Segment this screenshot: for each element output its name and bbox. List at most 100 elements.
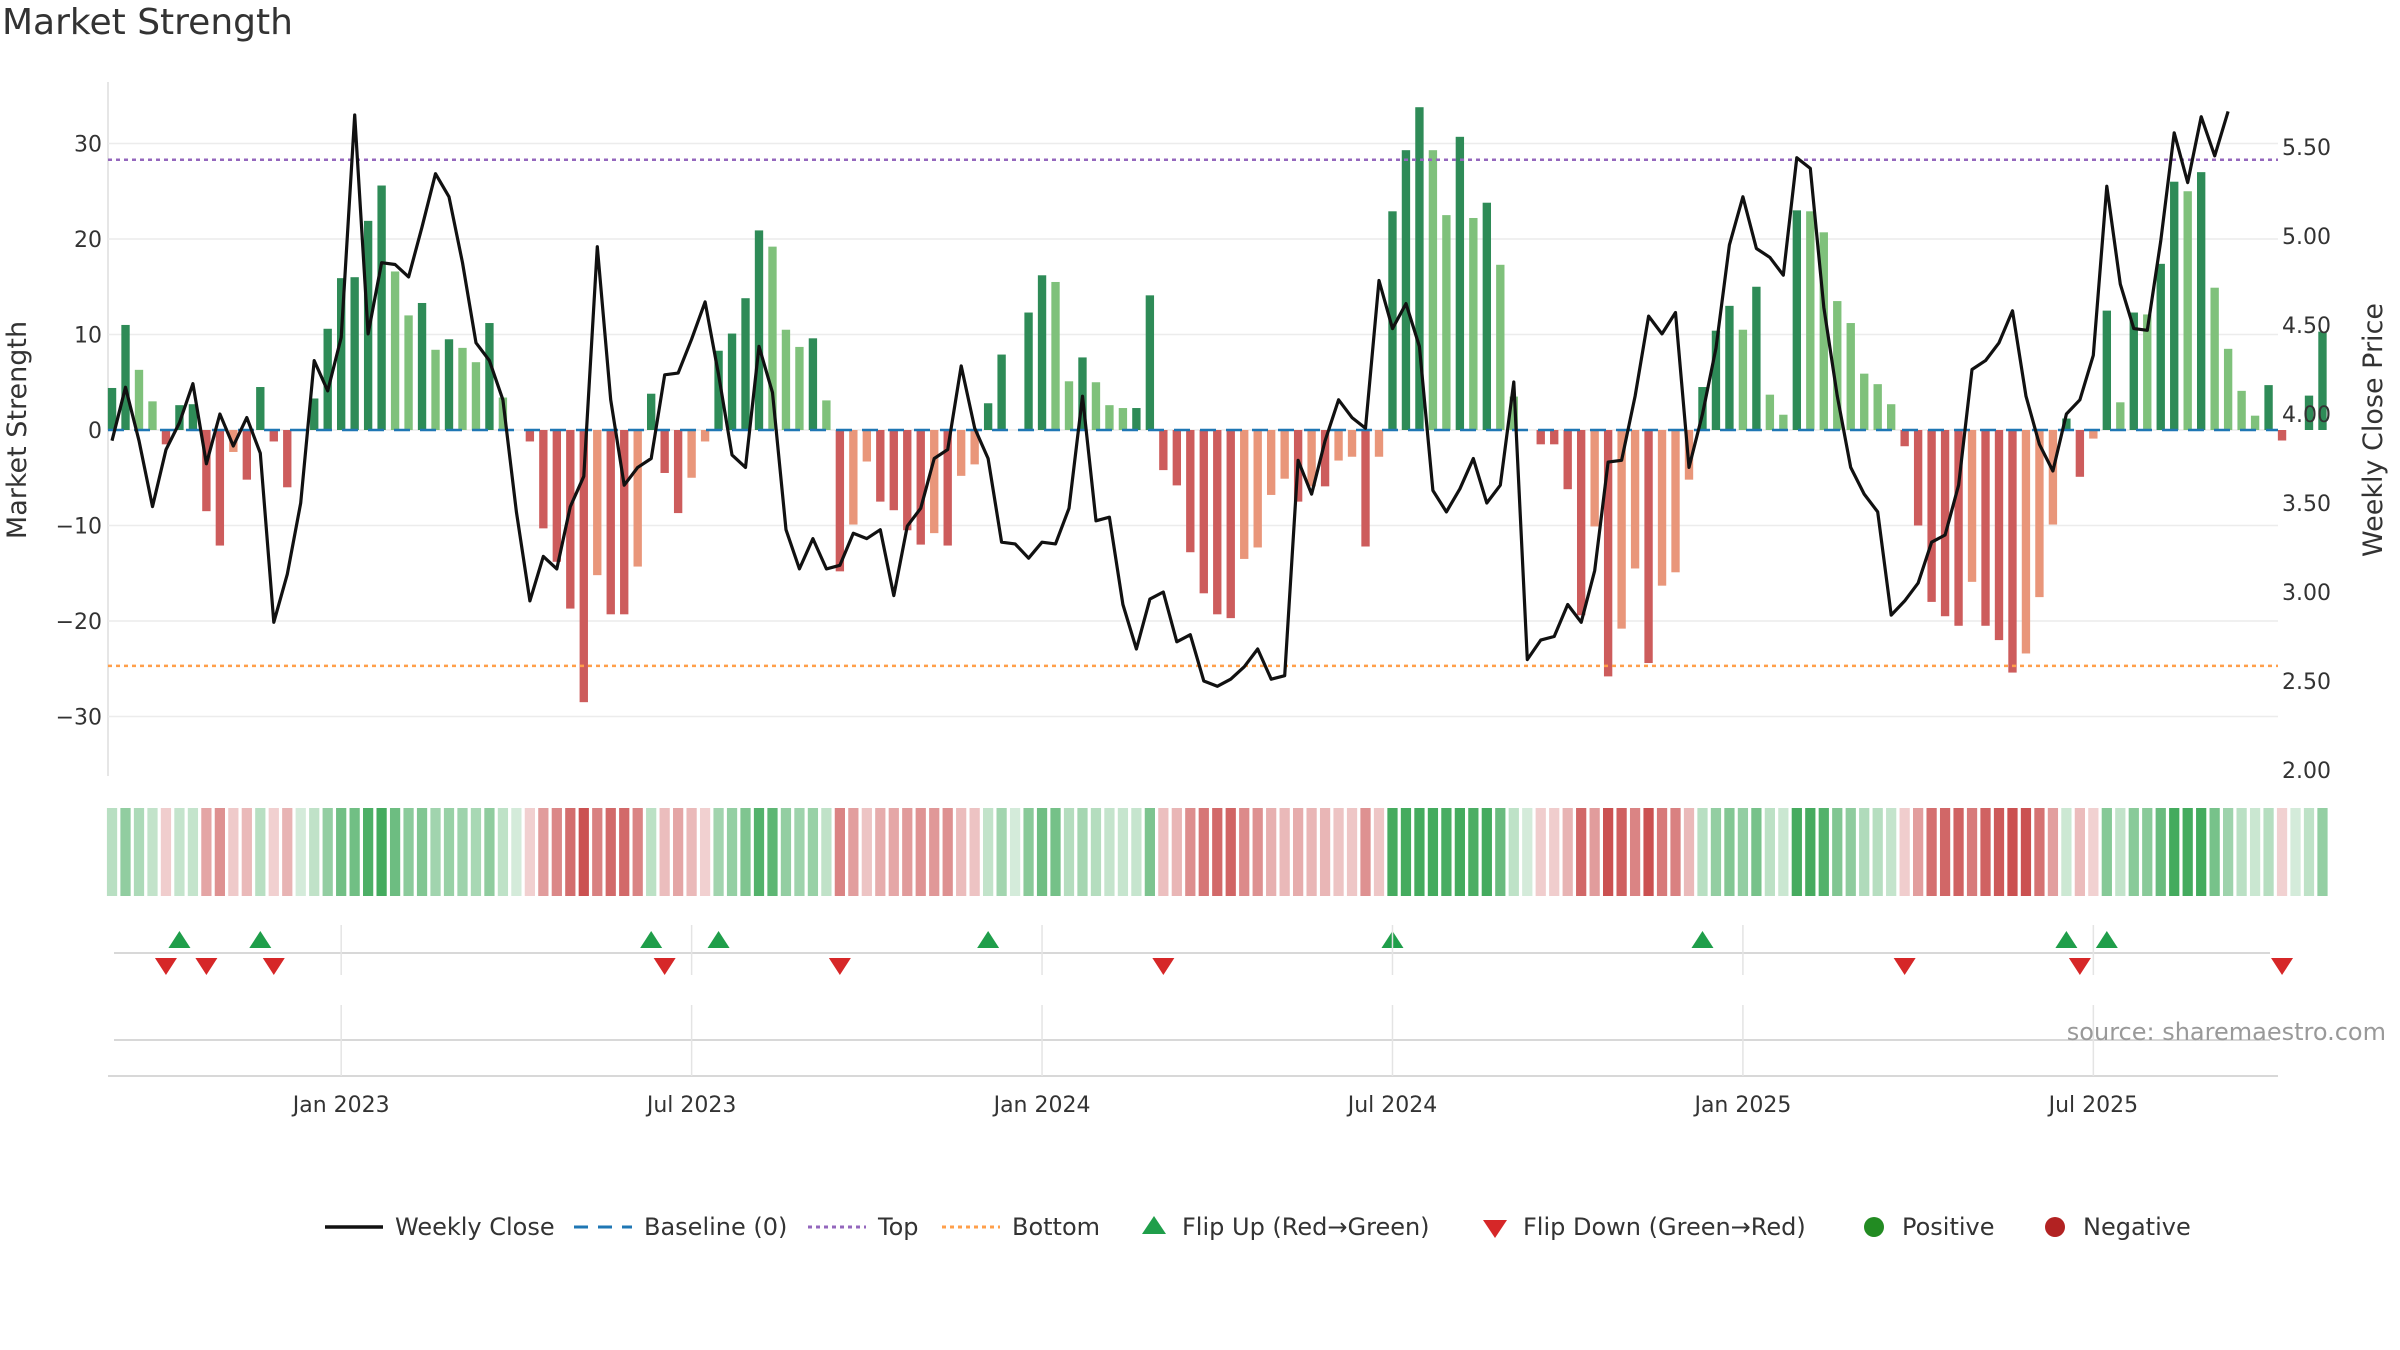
strength-heat-strip <box>106 808 2328 896</box>
legend-flip-up: Flip Up (Red→Green) <box>1142 1213 1430 1241</box>
y-tick-label: 10 <box>74 324 102 349</box>
heat-cell <box>1414 808 1425 896</box>
strength-bar <box>660 430 669 473</box>
strength-bar <box>485 323 494 430</box>
y2-tick-label: 3.00 <box>2282 581 2331 606</box>
heat-cell <box>2061 808 2072 896</box>
flip-down-marker <box>1893 958 1916 975</box>
heat-cell <box>1737 808 1749 896</box>
heat-cell <box>133 808 145 896</box>
heat-cell <box>255 808 266 896</box>
heat-cell <box>1441 808 1452 896</box>
heat-cell <box>106 808 118 896</box>
strength-bar <box>229 430 238 452</box>
heat-cell <box>996 808 1007 896</box>
heat-cell <box>929 808 940 896</box>
strength-bar <box>1226 430 1235 619</box>
strength-bar <box>930 430 939 534</box>
heat-cell <box>1333 808 1344 896</box>
strength-bar <box>1563 430 1572 490</box>
heat-cell <box>1346 808 1358 896</box>
strength-bar <box>1725 305 1734 430</box>
heat-cell <box>1939 808 1951 896</box>
strength-bar <box>1981 430 1990 626</box>
strength-bar <box>1994 430 2004 641</box>
legend-label: Positive <box>1902 1213 1995 1241</box>
heat-cell <box>1656 808 1668 896</box>
heat-cell <box>1751 808 1762 896</box>
heat-cell <box>2209 808 2220 896</box>
flip-down-marker <box>2271 958 2294 975</box>
heat-cell <box>187 808 199 896</box>
legend-label: Negative <box>2083 1213 2191 1241</box>
strength-bar <box>633 430 642 567</box>
heat-cell <box>1778 808 1789 896</box>
flip-up-marker <box>2055 931 2078 948</box>
flip-up-marker <box>640 931 663 948</box>
heat-cell <box>430 808 441 896</box>
strength-bar <box>2089 430 2098 439</box>
heat-cell <box>1616 808 1627 896</box>
strength-bar <box>175 405 184 430</box>
heat-cell <box>282 808 293 896</box>
heat-cell <box>309 808 320 896</box>
heat-cell <box>686 808 697 896</box>
strength-bar <box>983 403 993 430</box>
strength-bar <box>1671 430 1680 573</box>
heat-cell <box>2115 808 2126 896</box>
strength-bar <box>1496 264 1505 430</box>
strength-bar <box>1550 430 1559 445</box>
heat-cell <box>2196 808 2207 896</box>
legend: Weekly Close Baseline (0) Top Bottom Flip Up… <box>325 1213 2191 1241</box>
strength-bar <box>2223 348 2233 430</box>
heat-cell <box>174 808 185 896</box>
strength-bar <box>1172 430 1182 486</box>
heat-cell <box>1427 808 1439 896</box>
heat-cell <box>1791 808 1802 896</box>
heat-cell <box>457 808 468 896</box>
strength-bar <box>2008 430 2017 673</box>
strength-bar <box>2304 395 2314 430</box>
strength-bar <box>862 430 872 462</box>
strength-bar <box>1374 430 1384 457</box>
strength-bar <box>2075 430 2085 477</box>
strength-bar <box>2210 287 2219 430</box>
y-axis-left: 30 20 10 0 −10 −20 −30 <box>56 133 102 731</box>
strength-bar <box>2250 415 2260 430</box>
heat-cell <box>1643 808 1654 896</box>
heat-cell <box>834 808 845 896</box>
y-axis-label: Market Strength <box>2 321 33 539</box>
strength-bar <box>1064 381 1074 430</box>
strength-bar <box>903 430 912 531</box>
legend-label: Bottom <box>1012 1213 1100 1241</box>
strength-bar <box>2143 314 2152 430</box>
strength-bar <box>1590 430 1599 527</box>
heat-cell <box>1131 808 1142 896</box>
legend-swatch-dot <box>2045 1217 2065 1237</box>
heat-cell <box>470 808 482 896</box>
legend-bottom: Bottom <box>942 1213 1100 1241</box>
strength-bar <box>458 347 467 430</box>
heat-cell <box>1279 808 1290 896</box>
heat-cell <box>1400 808 1412 896</box>
strength-bar <box>1455 136 1465 430</box>
flip-up-marker <box>168 931 191 948</box>
heat-cell <box>416 808 428 896</box>
strength-bar <box>1213 430 1222 615</box>
reference-lines <box>108 158 2278 668</box>
strength-bar <box>1240 430 1249 559</box>
heat-cell <box>1360 808 1371 896</box>
heat-cell <box>1495 808 1506 896</box>
heat-cell <box>1239 808 1250 896</box>
strength-bar <box>1752 286 1761 430</box>
heat-cell <box>443 808 455 896</box>
strength-bar <box>1860 373 1869 430</box>
strength-bar <box>673 430 683 514</box>
strength-bar <box>525 430 535 442</box>
heat-cell <box>2101 808 2112 896</box>
strength-bar <box>2021 430 2031 654</box>
y-tick-label: 30 <box>74 133 102 158</box>
strength-bar <box>431 349 440 430</box>
strength-bar <box>148 401 157 430</box>
heat-cell <box>1724 808 1735 896</box>
